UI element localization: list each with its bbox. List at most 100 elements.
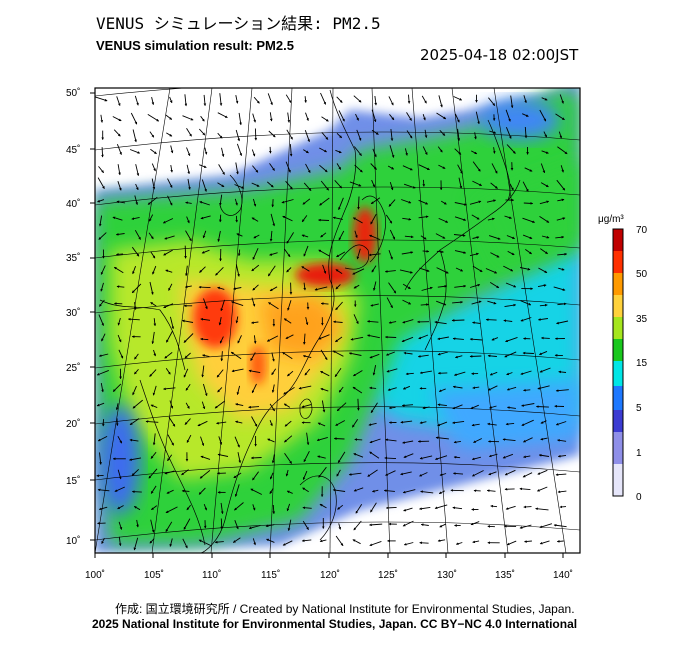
wind-arrow (283, 403, 291, 408)
wind-arrow (369, 523, 383, 527)
wind-arrow (368, 422, 377, 426)
wind-arrow (118, 536, 122, 547)
wind-arrow (402, 319, 414, 324)
wind-arrow (234, 184, 245, 189)
wind-arrow (269, 230, 273, 242)
wind-arrow (401, 251, 414, 255)
wind-arrow (187, 178, 191, 190)
wind-arrow (251, 149, 256, 157)
wind-arrow (540, 336, 550, 340)
wind-arrow (505, 282, 517, 288)
wind-arrow (284, 420, 292, 427)
wind-arrow (436, 112, 447, 120)
wind-arrow (335, 301, 343, 311)
wind-arrow (285, 334, 294, 340)
wind-arrow (186, 164, 191, 175)
colorbar-label: 15 (636, 358, 648, 369)
wind-arrow (269, 472, 274, 480)
wind-arrow (435, 233, 446, 239)
wind-arrow (302, 520, 309, 530)
wind-arrow (169, 96, 173, 104)
wind-arrow (469, 252, 479, 257)
wind-arrow (406, 112, 412, 121)
wind-arrow (553, 286, 566, 291)
wind-arrow (100, 282, 104, 292)
wind-arrow (267, 181, 274, 188)
wind-vectors (95, 92, 569, 551)
wind-arrow (436, 250, 444, 254)
wind-arrow (98, 314, 104, 327)
wind-arrow (487, 385, 498, 391)
wind-arrow (320, 370, 330, 377)
wind-arrow (150, 519, 155, 533)
lon-tick-label: 110˚ (202, 569, 221, 581)
wind-arrow (220, 518, 224, 530)
wind-arrow (252, 538, 256, 546)
wind-arrow (438, 95, 443, 108)
wind-arrow (319, 197, 330, 206)
wind-arrow (134, 353, 139, 360)
wind-arrow (454, 355, 463, 359)
wind-arrow (303, 182, 312, 192)
wind-arrow (537, 284, 547, 288)
wind-arrow (321, 400, 326, 413)
wind-arrow (266, 538, 275, 543)
wind-arrow (385, 351, 395, 356)
wind-arrow (251, 217, 259, 222)
wind-arrow (198, 285, 211, 289)
wind-arrow (422, 406, 430, 410)
wind-arrow (537, 469, 548, 475)
wind-arrow (97, 488, 110, 492)
wind-arrow (285, 94, 292, 104)
wind-arrow (558, 267, 565, 271)
wind-arrow (298, 385, 312, 390)
wind-arrow (522, 113, 529, 117)
wind-arrow (406, 130, 413, 139)
wind-arrow (336, 163, 342, 170)
wind-arrow (237, 335, 242, 344)
wind-arrow (182, 115, 194, 121)
wind-arrow (560, 165, 564, 173)
wind-arrow (115, 233, 125, 236)
wind-arrow (220, 502, 224, 515)
wind-arrow (539, 303, 548, 307)
wind-arrow (303, 333, 306, 345)
wind-arrow (118, 521, 123, 530)
wind-arrow (184, 418, 191, 425)
wind-arrow (522, 437, 533, 443)
wind-arrow (559, 94, 564, 104)
wind-arrow (218, 164, 225, 175)
wind-arrow (186, 216, 190, 224)
wind-arrow (254, 128, 258, 141)
wind-arrow (424, 129, 428, 139)
wind-arrow (199, 266, 206, 273)
wind-arrow (131, 246, 140, 257)
wind-arrow (101, 147, 104, 158)
wind-arrow (370, 163, 377, 170)
wind-arrow (418, 334, 429, 340)
wind-arrow (523, 202, 534, 205)
wind-arrow (167, 195, 173, 206)
wind-arrow (202, 354, 210, 358)
wind-arrow (336, 132, 343, 139)
wind-arrow (373, 281, 377, 291)
wind-arrow (199, 470, 211, 479)
wind-arrow (451, 319, 465, 322)
wind-arrow (150, 251, 156, 259)
wind-arrow (502, 438, 516, 442)
lon-tick-label: 140˚ (553, 569, 573, 581)
wind-arrow (385, 438, 397, 442)
wind-arrow (97, 199, 105, 203)
wind-arrow (404, 235, 414, 239)
wind-arrow (134, 95, 139, 106)
wind-arrow (167, 178, 173, 188)
wind-arrow (235, 264, 240, 277)
wind-arrow (151, 505, 158, 511)
wind-arrow (129, 438, 139, 442)
wind-arrow (113, 266, 124, 274)
wind-arrow (304, 368, 311, 376)
wind-arrow (438, 164, 446, 169)
wind-arrow (99, 299, 105, 307)
wind-arrow (488, 97, 496, 106)
wind-arrow (271, 352, 275, 362)
